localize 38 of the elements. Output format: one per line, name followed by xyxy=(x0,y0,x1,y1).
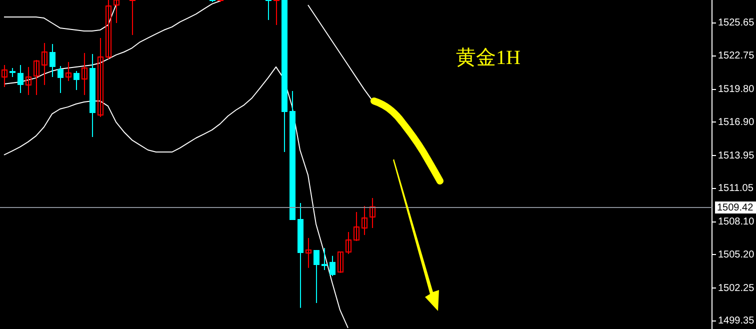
candlestick xyxy=(50,43,56,78)
ref-line-label: 1509.42 xyxy=(717,202,754,214)
y-tick-label: 1522.75 xyxy=(718,50,755,62)
candlestick xyxy=(82,52,88,96)
candlestick xyxy=(370,198,376,228)
candlestick xyxy=(354,211,360,242)
candlestick xyxy=(266,0,272,21)
candlestick xyxy=(18,64,24,94)
y-tick-label: 1516.90 xyxy=(718,116,755,128)
y-tick-label: 1502.25 xyxy=(718,282,755,294)
candlestick xyxy=(346,232,352,254)
candlestick xyxy=(130,0,136,36)
y-tick-label: 1511.05 xyxy=(718,183,754,194)
candlestick xyxy=(362,205,368,236)
candlestick xyxy=(322,247,328,270)
annotation: 黄金1H xyxy=(456,46,520,71)
candlestick xyxy=(314,250,320,304)
candlestick xyxy=(306,238,312,268)
candlestick xyxy=(98,37,104,118)
y-tick-label: 1525.65 xyxy=(718,18,755,29)
y-tick-label: 1505.20 xyxy=(718,249,755,260)
candlestick xyxy=(114,0,120,24)
candlestick xyxy=(338,251,344,274)
y-tick-label: 1519.80 xyxy=(718,84,755,96)
candlestick xyxy=(274,0,280,26)
candlestick xyxy=(42,42,48,86)
candlestick xyxy=(74,70,80,90)
candlestick xyxy=(58,66,64,94)
candlestick xyxy=(34,60,40,96)
candlestick xyxy=(66,61,72,82)
candlestick xyxy=(106,0,112,60)
candlestick xyxy=(2,64,8,88)
candlestick xyxy=(26,66,32,96)
candlestick xyxy=(330,255,336,276)
candlestick xyxy=(10,67,16,78)
y-tick-label: 1499.35 xyxy=(718,316,755,327)
y-tick-label: 1508.10 xyxy=(718,216,755,228)
y-tick-label: 1513.95 xyxy=(718,150,755,162)
